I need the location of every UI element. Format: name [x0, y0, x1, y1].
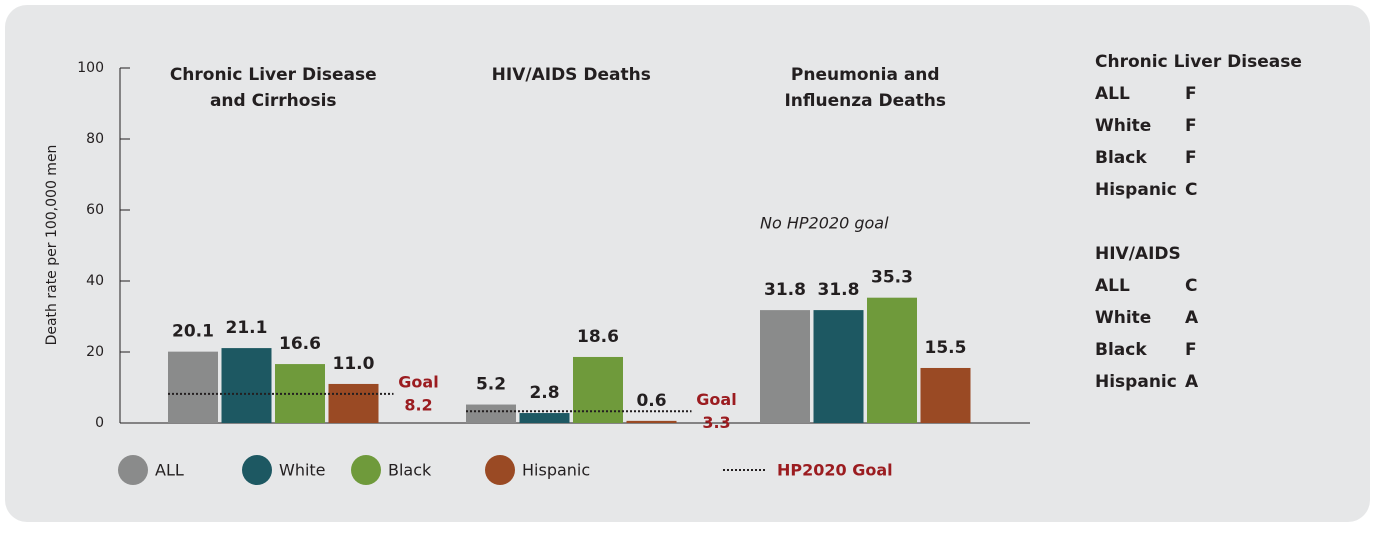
group-title: Pneumonia and [791, 65, 940, 85]
goal-value: 8.2 [404, 395, 432, 414]
grade-letter: C [1185, 276, 1197, 296]
value-label: 11.0 [333, 354, 375, 374]
bar [867, 297, 917, 423]
value-label: 35.3 [871, 268, 913, 288]
y-tick-label: 20 [86, 344, 104, 360]
goal-label: Goal [398, 372, 438, 391]
grade-group: ALL [1095, 84, 1130, 104]
y-tick-label: 100 [77, 60, 104, 76]
group-title: Influenza Deaths [784, 91, 946, 111]
bar [328, 383, 379, 423]
grade-letter: C [1185, 180, 1197, 200]
grade-letter: F [1185, 116, 1197, 136]
y-tick-label: 80 [86, 131, 104, 147]
grade-letter: F [1185, 148, 1197, 168]
legend-goal-label: HP2020 Goal [777, 461, 893, 480]
legend-label: Hispanic [522, 461, 590, 480]
goal-value: 3.3 [702, 413, 730, 432]
legend-swatch [485, 455, 515, 485]
value-label: 16.6 [279, 334, 321, 354]
grade-letter: A [1185, 308, 1199, 328]
grade-group: ALL [1095, 276, 1130, 296]
value-label: 31.8 [764, 280, 806, 300]
group-title: HIV/AIDS Deaths [492, 65, 651, 85]
legend-label: ALL [155, 461, 184, 480]
bar [466, 404, 516, 423]
grade-title: Chronic Liver Disease [1095, 52, 1302, 72]
legend-swatch [118, 455, 148, 485]
group-title: Chronic Liver Disease [170, 65, 377, 85]
y-tick-label: 0 [95, 415, 104, 431]
value-label: 20.1 [172, 322, 214, 342]
goal-label: Goal [696, 390, 736, 409]
y-tick-label: 60 [86, 202, 104, 218]
grade-group: White [1095, 116, 1151, 136]
bar [221, 348, 272, 423]
no-goal-note: No HP2020 goal [760, 214, 889, 233]
value-label: 0.6 [636, 391, 666, 411]
value-label: 31.8 [818, 280, 860, 300]
bar [573, 356, 623, 423]
grade-group: Black [1095, 148, 1147, 168]
legend-label: White [279, 461, 326, 480]
group-title: and Cirrhosis [210, 91, 337, 111]
y-axis-label: Death rate per 100,000 men [44, 145, 60, 346]
grade-letter: A [1185, 372, 1199, 392]
bar [168, 351, 218, 423]
grade-group: Black [1095, 340, 1147, 360]
legend-label: Black [388, 461, 432, 480]
bar [626, 420, 677, 423]
value-label: 21.1 [226, 318, 268, 338]
bar [760, 310, 810, 423]
value-label: 15.5 [925, 338, 967, 358]
y-tick-label: 40 [86, 273, 104, 289]
grade-letter: F [1185, 340, 1197, 360]
legend-swatch [351, 455, 381, 485]
grade-title: HIV/AIDS [1095, 244, 1181, 264]
grade-group: Hispanic [1095, 372, 1177, 392]
grade-letter: F [1185, 84, 1197, 104]
bar [519, 413, 570, 423]
value-label: 2.8 [529, 383, 559, 403]
value-label: 5.2 [476, 375, 506, 395]
bar [920, 367, 971, 423]
bar [813, 310, 864, 423]
grade-group: White [1095, 308, 1151, 328]
legend-swatch [242, 455, 272, 485]
value-label: 18.6 [577, 327, 619, 347]
grade-group: Hispanic [1095, 180, 1177, 200]
